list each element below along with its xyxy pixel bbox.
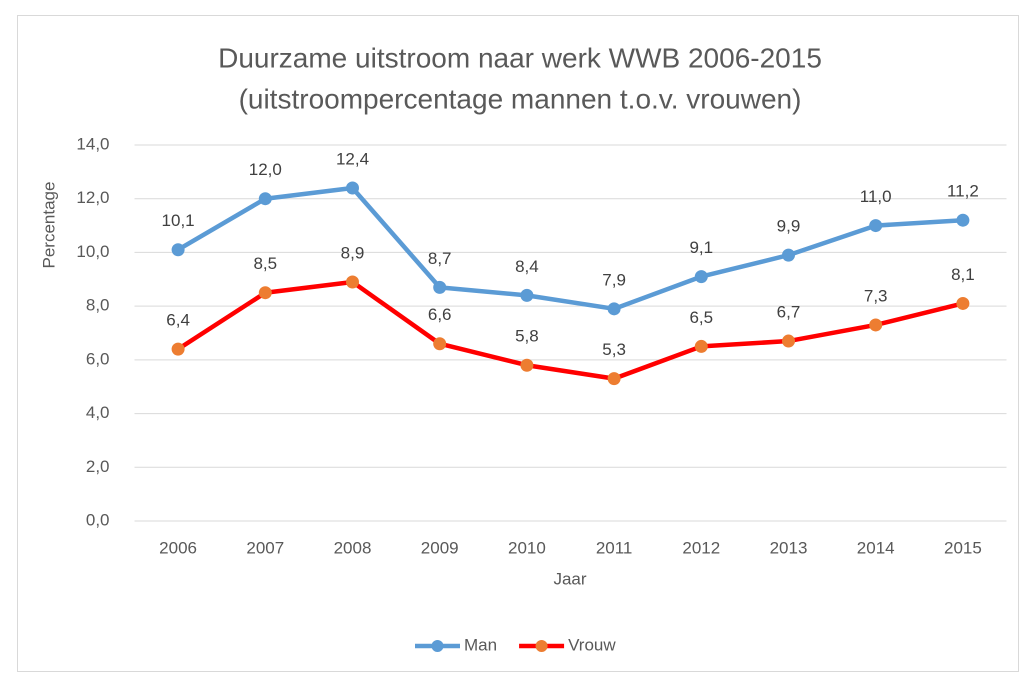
data-label: 11,2 [947, 182, 979, 201]
series-line [175, 185, 966, 312]
y-tick-label: 14,0 [76, 134, 109, 153]
y-tick-label: 0,0 [86, 510, 110, 529]
data-label: 7,3 [864, 286, 888, 305]
y-tick-label: 10,0 [76, 242, 109, 261]
data-label: 11,0 [860, 187, 892, 206]
data-point [433, 280, 447, 294]
data-point [782, 248, 795, 262]
data-label: 9,1 [689, 238, 713, 257]
data-point [869, 318, 883, 332]
y-tick-label: 8,0 [86, 296, 110, 315]
data-label: 8,1 [951, 265, 975, 284]
y-tick-label: 6,0 [86, 349, 110, 368]
data-point [869, 219, 883, 233]
data-point [782, 334, 795, 348]
x-tick-label: 2010 [508, 538, 546, 557]
data-label: 8,5 [253, 254, 277, 273]
data-point [694, 339, 708, 353]
x-tick-label: 2012 [682, 538, 720, 557]
data-label: 8,4 [515, 257, 539, 276]
x-tick-label: 2015 [944, 538, 982, 557]
data-label: 5,8 [515, 327, 539, 346]
x-axis-label: Jaar [553, 569, 586, 588]
data-label: 6,4 [166, 311, 190, 330]
y-tick-label: 2,0 [86, 457, 110, 476]
data-point [956, 213, 970, 227]
y-axis-label: Percentage [39, 182, 58, 269]
x-tick-label: 2011 [596, 538, 633, 557]
data-label: 8,9 [341, 243, 365, 262]
x-tick-label: 2008 [334, 538, 372, 557]
data-label: 8,7 [428, 249, 452, 268]
data-point [956, 296, 970, 310]
data-label: 12,0 [249, 160, 282, 179]
data-point [258, 286, 272, 300]
data-point [520, 288, 534, 302]
data-label: 10,1 [162, 211, 195, 230]
data-label: 6,7 [777, 303, 801, 322]
data-label: 12,4 [336, 149, 369, 168]
x-tick-label: 2006 [159, 538, 197, 557]
data-label: 6,5 [689, 308, 713, 327]
data-point [171, 342, 185, 356]
data-point [520, 358, 534, 372]
data-point [607, 302, 621, 316]
data-point [694, 270, 708, 284]
series-line [175, 279, 966, 381]
legend-label: Man [464, 635, 497, 654]
data-point [346, 275, 359, 289]
x-tick-label: 2013 [770, 538, 808, 557]
legend-label: Vrouw [568, 635, 616, 654]
data-label: 6,6 [428, 305, 452, 324]
data-point [607, 372, 621, 386]
data-point [171, 243, 185, 257]
data-label: 9,9 [777, 217, 801, 236]
legend-marker [535, 640, 548, 652]
data-point [346, 181, 359, 195]
y-tick-label: 4,0 [86, 403, 110, 422]
chart-title: Duurzame uitstroom naar werk WWB 2006-20… [218, 42, 822, 73]
x-tick-label: 2009 [421, 538, 459, 557]
chart-subtitle: (uitstroompercentage mannen t.o.v. vrouw… [239, 83, 802, 114]
x-tick-label: 2014 [857, 538, 895, 557]
legend-marker [431, 640, 444, 652]
x-tick-label: 2007 [246, 538, 284, 557]
data-label: 7,9 [602, 270, 626, 289]
y-tick-label: 12,0 [76, 188, 109, 207]
data-point [258, 192, 272, 206]
data-label: 5,3 [602, 340, 626, 359]
data-point [433, 337, 447, 351]
